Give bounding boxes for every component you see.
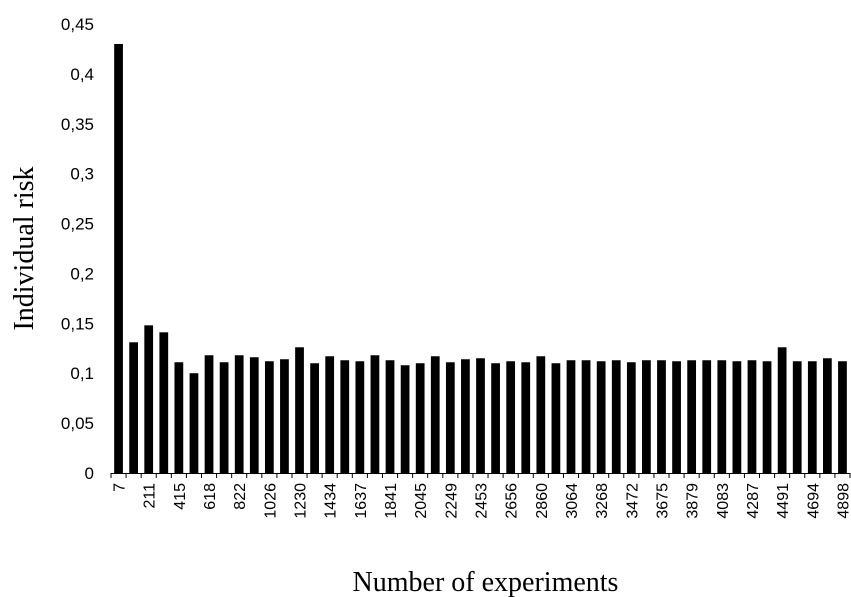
bar [702,360,712,473]
bar [264,361,274,473]
x-tick-label: 4898 [835,483,851,519]
bar [174,362,184,473]
x-tick-label: 211 [142,483,159,509]
bar [159,332,169,473]
bar [340,360,350,473]
bar [385,360,395,473]
bar [807,361,817,473]
bar [777,347,787,473]
bars [114,43,847,474]
x-tick-label: 1230 [293,483,310,519]
bar [114,43,123,474]
bar [189,373,199,473]
x-tick-label: 3675 [654,483,671,519]
bar [762,361,772,473]
bar [792,361,802,473]
bar [838,361,847,473]
x-tick-label: 822 [232,483,249,510]
x-tick-label: 1026 [262,483,279,519]
bar [596,361,606,473]
x-tick-label: 7 [112,483,129,492]
x-tick-label: 4083 [715,483,732,519]
x-tick-label: 2249 [443,483,460,519]
y-axis-ticks: 0 0,05 0,1 0,15 0,2 0,25 0,3 0,35 0,4 0,45 [61,15,94,483]
bar [249,357,259,473]
x-tick-label: 1637 [353,483,370,519]
bar [144,325,154,473]
bar [506,361,516,473]
bar [325,356,335,473]
bar [219,362,229,473]
bar [611,360,621,473]
bar [566,360,576,473]
bar [476,358,485,473]
x-tick-label: 3472 [624,483,641,519]
bar [295,347,304,473]
bar [280,359,289,473]
x-tick-label: 3879 [685,483,702,519]
bar [551,363,561,473]
bar [642,360,651,473]
x-tick-label: 3268 [594,483,611,519]
bar [823,358,832,473]
x-tick-label: 618 [202,483,219,510]
bar [400,365,410,473]
x-tick-label: 2656 [504,483,521,519]
bar [657,360,666,473]
y-tick-label: 0,15 [61,314,94,333]
bar [732,361,742,473]
y-tick-label: 0,2 [70,264,94,283]
y-tick-label: 0,25 [61,215,94,234]
bar [204,355,214,473]
x-tick-label: 4694 [805,483,822,519]
bar [626,362,636,473]
x-axis-title: Number of experiments [353,567,619,597]
y-tick-label: 0,05 [61,414,94,433]
y-tick-label: 0,45 [61,15,94,34]
bar [672,361,681,473]
bar [234,355,244,473]
bar [430,356,440,473]
x-tick-label: 3064 [564,483,581,519]
bar [415,363,425,473]
bar [747,360,757,473]
y-tick-label: 0,1 [70,364,94,383]
bar [521,362,531,473]
bar [461,359,470,473]
bar [687,360,697,473]
bar [370,355,380,473]
x-tick-label: 4491 [775,483,792,519]
bar [717,360,727,473]
bar [536,356,546,473]
y-tick-label: 0,4 [70,65,94,84]
y-tick-label: 0 [85,464,94,483]
x-tick-label: 4287 [745,483,762,519]
y-axis-title: Individual risk [9,166,40,330]
y-tick-label: 0,35 [61,115,94,134]
bar [491,363,500,473]
x-tick-label: 415 [172,483,189,510]
x-tick-label: 2453 [474,483,491,519]
x-tick-label: 1841 [383,483,400,519]
bar [355,361,365,473]
x-tick-label: 2860 [534,483,551,519]
y-tick-label: 0,3 [70,165,94,184]
bar [310,363,319,473]
x-tick-label: 2045 [413,483,430,519]
bar [445,362,455,473]
bar [129,342,138,473]
x-tick-label: 1434 [323,483,340,519]
bar [581,360,591,473]
x-axis-ticks: 7 211 415 618 822 1026 1230 1434 1637 1841 2045 224… [110,473,851,519]
